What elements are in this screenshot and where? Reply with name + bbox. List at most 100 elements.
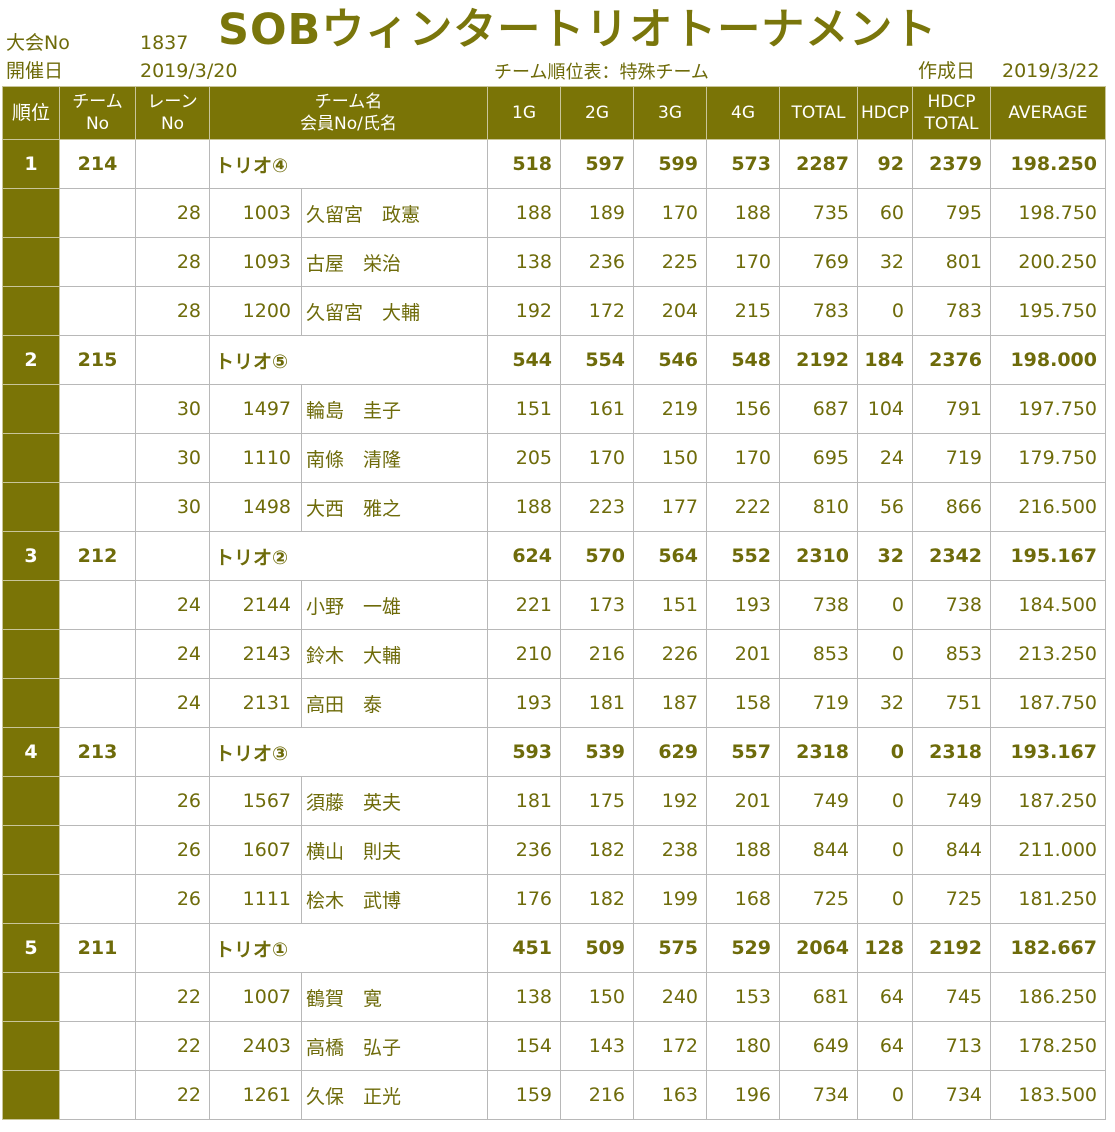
hdcp-total-cell: 2376 xyxy=(912,335,991,385)
lane-cell: 30 xyxy=(135,482,210,532)
team-no-cell: 214 xyxy=(59,139,136,189)
g4-cell: 557 xyxy=(706,727,780,777)
member-row: 22 2403 高橋 弘子 154 143 172 180 649 64 713 178.250 xyxy=(2,1021,1106,1071)
g4-cell: 153 xyxy=(706,972,780,1022)
g4-cell: 170 xyxy=(706,433,780,483)
rank-cell: 1 xyxy=(2,139,60,189)
created-date: 2019/3/22 xyxy=(1002,60,1100,82)
member-row: 24 2131 高田 泰 193 181 187 158 719 32 751 187.750 xyxy=(2,678,1106,728)
hdcp-cell: 60 xyxy=(857,188,913,238)
event-date-label: 開催日 xyxy=(6,60,64,82)
hdcp-total-cell: 866 xyxy=(912,482,991,532)
hdcp-cell: 0 xyxy=(857,286,913,336)
g1-cell: 593 xyxy=(487,727,561,777)
g2-cell: 175 xyxy=(560,776,634,826)
member-no-cell: 2143 xyxy=(209,629,302,679)
member-name-cell: 鈴木 大輔 xyxy=(301,629,488,679)
member-name-cell: 大西 雅之 xyxy=(301,482,488,532)
col-name: チーム名 会員No/氏名 xyxy=(209,86,488,140)
col-2g: 2G xyxy=(560,86,634,140)
hdcp-total-cell: 749 xyxy=(912,776,991,826)
rank-cell xyxy=(2,433,60,483)
sheet-label: チーム順位表：特殊チーム xyxy=(494,62,709,83)
member-name-cell: 桧木 武博 xyxy=(301,874,488,924)
hdcp-total-cell: 738 xyxy=(912,580,991,630)
member-no-cell: 1110 xyxy=(209,433,302,483)
member-no-cell: 1607 xyxy=(209,825,302,875)
g1-cell: 236 xyxy=(487,825,561,875)
g1-cell: 205 xyxy=(487,433,561,483)
hdcp-total-cell: 2342 xyxy=(912,531,991,581)
g3-cell: 546 xyxy=(633,335,707,385)
g1-cell: 151 xyxy=(487,384,561,434)
rank-cell: 2 xyxy=(2,335,60,385)
lane-cell: 22 xyxy=(135,972,210,1022)
member-name-cell: 高橋 弘子 xyxy=(301,1021,488,1071)
hdcp-cell: 32 xyxy=(857,678,913,728)
total-cell: 844 xyxy=(779,825,858,875)
lane-cell xyxy=(135,531,210,581)
lane-cell: 26 xyxy=(135,825,210,875)
member-no-cell: 1200 xyxy=(209,286,302,336)
g2-cell: 143 xyxy=(560,1021,634,1071)
team-no-cell: 212 xyxy=(59,531,136,581)
hdcp-total-cell: 2379 xyxy=(912,139,991,189)
g3-cell: 151 xyxy=(633,580,707,630)
rank-cell xyxy=(2,825,60,875)
col-total: TOTAL xyxy=(779,86,858,140)
member-no-cell: 1111 xyxy=(209,874,302,924)
col-rank: 順位 xyxy=(2,86,60,140)
lane-cell: 22 xyxy=(135,1070,210,1120)
created-label: 作成日 xyxy=(918,60,976,82)
g3-cell: 219 xyxy=(633,384,707,434)
team-name-cell: トリオ② xyxy=(209,531,488,581)
average-cell: 187.250 xyxy=(990,776,1106,826)
col-1g: 1G xyxy=(487,86,561,140)
g1-cell: 193 xyxy=(487,678,561,728)
hdcp-cell: 56 xyxy=(857,482,913,532)
lane-cell xyxy=(135,727,210,777)
total-cell: 695 xyxy=(779,433,858,483)
member-no-cell: 1003 xyxy=(209,188,302,238)
member-name-cell: 古屋 栄治 xyxy=(301,237,488,287)
g1-cell: 154 xyxy=(487,1021,561,1071)
total-cell: 725 xyxy=(779,874,858,924)
g2-cell: 236 xyxy=(560,237,634,287)
g4-cell: 168 xyxy=(706,874,780,924)
total-cell: 810 xyxy=(779,482,858,532)
team-no-cell xyxy=(59,384,136,434)
hdcp-total-cell: 783 xyxy=(912,286,991,336)
total-cell: 735 xyxy=(779,188,858,238)
member-no-cell: 1261 xyxy=(209,1070,302,1120)
member-row: 30 1497 輪島 圭子 151 161 219 156 687 104 791 197.750 xyxy=(2,384,1106,434)
team-name-cell: トリオ③ xyxy=(209,727,488,777)
hdcp-total-cell: 745 xyxy=(912,972,991,1022)
hdcp-total-cell: 844 xyxy=(912,825,991,875)
hdcp-cell: 64 xyxy=(857,972,913,1022)
member-row: 28 1093 古屋 栄治 138 236 225 170 769 32 801 200.250 xyxy=(2,237,1106,287)
team-no-cell xyxy=(59,1021,136,1071)
rank-cell xyxy=(2,629,60,679)
rank-cell xyxy=(2,286,60,336)
col-team-no: チーム No xyxy=(59,86,136,140)
lane-cell: 24 xyxy=(135,629,210,679)
rank-cell xyxy=(2,580,60,630)
average-cell: 195.750 xyxy=(990,286,1106,336)
team-row: 1 214 トリオ④ 518 597 599 573 2287 92 2379 198.250 xyxy=(2,139,1106,189)
standings-table: 順位 チーム No レーン No チーム名 会員No/氏名 1G 2G 3G 4G T… xyxy=(2,86,1106,1120)
average-cell: 195.167 xyxy=(990,531,1106,581)
team-no-cell xyxy=(59,237,136,287)
hdcp-cell: 32 xyxy=(857,531,913,581)
total-cell: 734 xyxy=(779,1070,858,1120)
hdcp-total-cell: 801 xyxy=(912,237,991,287)
hdcp-cell: 0 xyxy=(857,874,913,924)
total-cell: 769 xyxy=(779,237,858,287)
average-cell: 211.000 xyxy=(990,825,1106,875)
g2-cell: 554 xyxy=(560,335,634,385)
g3-cell: 163 xyxy=(633,1070,707,1120)
g4-cell: 201 xyxy=(706,776,780,826)
event-no: 1837 xyxy=(140,32,189,54)
g4-cell: 170 xyxy=(706,237,780,287)
member-name-cell: 南條 清隆 xyxy=(301,433,488,483)
lane-cell: 28 xyxy=(135,286,210,336)
